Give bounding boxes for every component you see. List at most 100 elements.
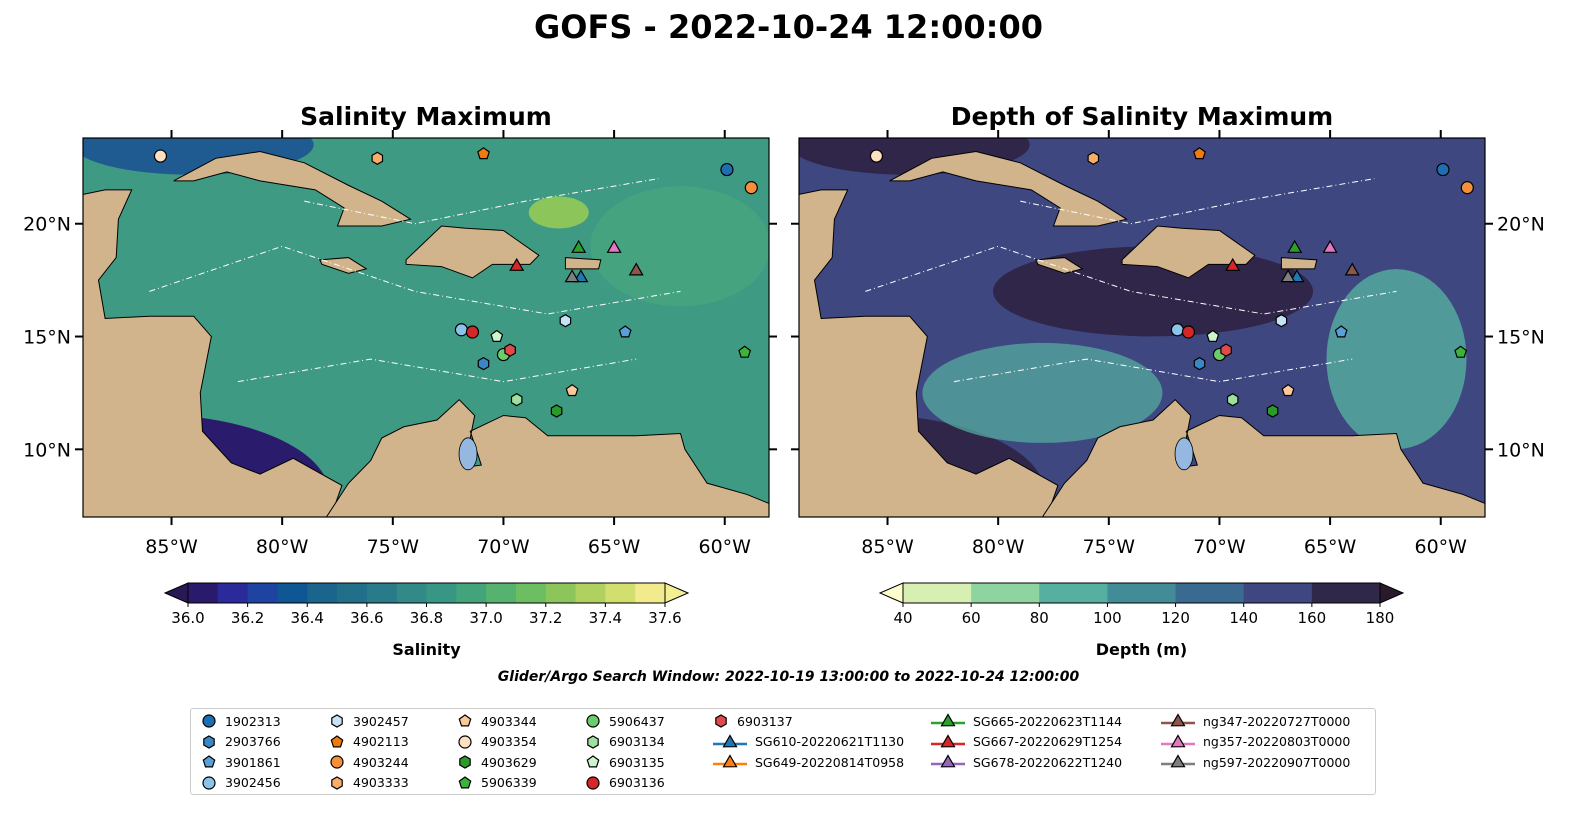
colorbar-tick-label: 36.6	[350, 609, 383, 627]
colorbar-extend-low	[163, 582, 189, 604]
colorbar-tick-label: 37.4	[589, 609, 622, 627]
marker-SG610-20220621T1130	[573, 269, 589, 283]
marker-4903354	[153, 149, 168, 163]
marker-ng347-20220727T0000	[1170, 713, 1186, 727]
map-frame	[82, 137, 770, 518]
high-salinity-spot	[528, 196, 589, 229]
marker-6903136	[465, 325, 480, 339]
pentagon-marker-icon	[202, 755, 216, 768]
legend-label: 1902313	[225, 713, 281, 729]
colorbar-label-salinity: Salinity	[392, 640, 461, 659]
colorbar-tick-label: 36.8	[410, 609, 443, 627]
legend-item: SG610-20220621T1130	[713, 733, 904, 750]
circle-marker-icon	[586, 775, 600, 790]
colorbar-segment	[635, 583, 666, 603]
colorbar-salinity: 36.0 36.2 36.4 36.6 36.8 37.0 37.2 37.4 37.6	[163, 582, 690, 627]
lon-tick-label: 65°W	[1304, 536, 1357, 558]
colorbar-tick-label: 37.0	[469, 609, 502, 627]
boundary-line	[1020, 178, 1375, 225]
colorbar-tick-label: 80	[1030, 609, 1049, 627]
legend-item: SG667-20220629T1254	[931, 733, 1123, 750]
marker-4902113	[477, 147, 490, 160]
marker-ng357-20220803T0000	[1170, 733, 1186, 747]
legend-item: 6903136	[585, 775, 665, 791]
legend-label: SG665-20220623T1144	[973, 713, 1123, 729]
marker-4903244	[744, 181, 758, 195]
boundary-line	[953, 358, 1353, 383]
lon-tick-label: 75°W	[1083, 536, 1136, 558]
legend: 1902313 2903766 3901861 3902456 3902457 49021…	[190, 708, 1376, 795]
legend-label: 4903354	[481, 734, 537, 749]
marker-4903629	[1266, 404, 1279, 418]
circle-marker-icon	[586, 714, 600, 728]
colorbar-segment	[366, 583, 398, 603]
legend-label: ng597-20220907T0000	[1203, 754, 1351, 770]
colorbar-segment	[426, 583, 457, 603]
legend-label: 5906437	[609, 713, 665, 729]
triangle-marker-icon	[931, 754, 965, 768]
lat-tick-label: 20°N	[1497, 214, 1545, 236]
colorbar-segment	[1175, 583, 1245, 603]
legend-item: 2903766	[201, 734, 281, 750]
map-salinity: 85°W 80°W 75°W 70°W 65°W 60°W 20°N 15°N 10°N	[23, 130, 777, 558]
land-jamaica	[319, 257, 368, 274]
triangle-marker-icon	[1161, 713, 1195, 727]
colorbar-segment	[545, 583, 577, 603]
circle-marker-icon	[330, 755, 344, 769]
atlantic-region	[590, 186, 769, 307]
panel-title-salinity: Salinity Maximum	[300, 102, 552, 131]
colorbar-segment	[1107, 583, 1177, 603]
legend-item: 5906437	[585, 713, 665, 729]
marker-4903344	[458, 714, 472, 727]
lon-tick-label: 85°W	[145, 536, 198, 558]
marker-SG667-20220629T1254	[1225, 257, 1241, 271]
hexagon-marker-icon	[459, 755, 471, 769]
marker-ng357-20220803T0000	[606, 239, 622, 253]
marker-3902456	[454, 323, 469, 337]
marker-4903333	[331, 775, 343, 790]
marker-5906437	[586, 714, 600, 728]
colorbar-tick-label: 180	[1366, 609, 1395, 627]
hexagon-marker-icon	[203, 734, 215, 749]
legend-label: 5906339	[481, 775, 537, 790]
legend-label: 4903333	[353, 775, 409, 790]
marker-4903629	[550, 404, 563, 418]
colorbar-extend-high	[664, 582, 690, 604]
marker-SG667-20220629T1254	[940, 733, 956, 747]
lon-tick-label: 75°W	[367, 536, 420, 558]
colorbar-segment	[396, 583, 427, 603]
lon-tick-label: 60°W	[699, 536, 752, 558]
land-cuba	[173, 151, 412, 227]
marker-4903354	[869, 149, 884, 163]
marker-SG649-20220814T0958	[722, 754, 738, 768]
lon-tick-label: 70°W	[477, 536, 530, 558]
colorbar-extend-high	[1379, 582, 1405, 604]
marker-SG665-20220623T1144	[1287, 239, 1303, 253]
marker-SG610-20220621T1130	[722, 733, 738, 747]
legend-item: 3902456	[201, 775, 281, 791]
circle-marker-icon	[202, 775, 216, 790]
colorbar-segment	[307, 583, 338, 603]
triangle-marker-icon	[931, 713, 965, 727]
pentagon-marker-icon	[330, 734, 344, 747]
lon-tick-label: 85°W	[861, 536, 914, 558]
lat-tick-label: 20°N	[23, 214, 71, 236]
marker-ng357-20220803T0000	[1322, 239, 1338, 253]
marker-2903766	[1193, 356, 1206, 371]
colorbar-segment	[515, 583, 547, 603]
colorbar-tick-label: 60	[962, 609, 981, 627]
legend-item: ng347-20220727T0000	[1161, 713, 1350, 729]
lat-tick-label: 10°N	[23, 439, 71, 461]
lon-tick-label: 60°W	[1415, 536, 1468, 558]
lon-tick-label: 65°W	[588, 536, 641, 558]
colorbar-segment	[1039, 583, 1108, 603]
marker-6903136	[1181, 325, 1196, 339]
marker-SG665-20220623T1144	[571, 239, 587, 253]
legend-label: 3901861	[225, 754, 281, 770]
land-jamaica	[1035, 257, 1084, 274]
legend-label: SG667-20220629T1254	[973, 734, 1123, 749]
hexagon-marker-icon	[587, 734, 599, 749]
marker-4903244	[1460, 181, 1474, 195]
legend-label: 3902457	[353, 713, 409, 729]
